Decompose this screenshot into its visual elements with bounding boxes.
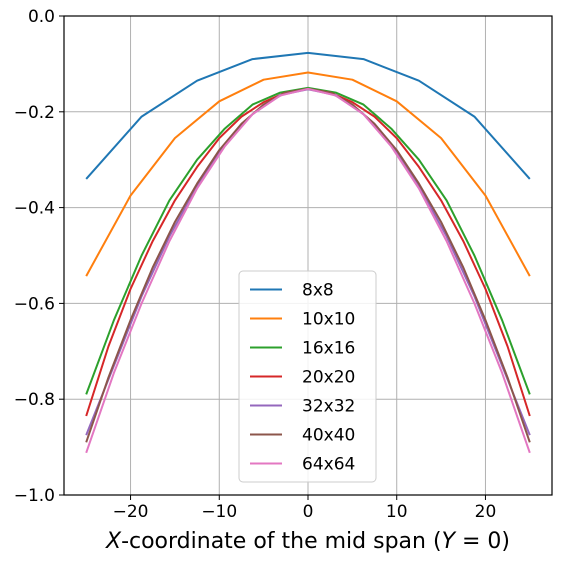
x-axis-label: X-coordinate of the mid span (Y = 0): [105, 529, 510, 554]
x-axis-label-end: = 0): [455, 529, 510, 554]
legend-label-10x10: 10x10: [302, 310, 355, 330]
legend-box: [238, 270, 377, 483]
series-group: [85, 51, 531, 454]
y-tick-label: −0.8: [14, 390, 55, 410]
axis-ticks: −20 −10 0 10 20 0.0 −0.2 −0.4 −0.6 −0.8 −1.0: [14, 7, 497, 522]
y-tick-label: −1.0: [14, 486, 55, 506]
series-line-10x10: [85, 71, 531, 277]
x-tick-label: 20: [475, 502, 497, 522]
series-line-8x8: [85, 51, 531, 180]
x-axis-label-var2: Y: [442, 529, 457, 554]
legend-label-64x64: 64x64: [302, 455, 355, 475]
y-tick-label: −0.6: [14, 294, 55, 314]
x-tick-label: −10: [201, 502, 237, 522]
legend-label-20x20: 20x20: [302, 368, 355, 388]
x-tick-label: 10: [386, 502, 408, 522]
series-line-64x64: [85, 87, 531, 454]
x-tick-label: −20: [113, 502, 149, 522]
y-tick-label: 0.0: [28, 7, 55, 27]
legend: 8x8 10x10 16x16 20x20 32x32 40x40 64x64: [238, 270, 377, 483]
x-tick-label: 0: [303, 502, 314, 522]
legend-label-40x40: 40x40: [302, 426, 355, 446]
legend-label-8x8: 8x8: [302, 281, 334, 301]
y-tick-label: −0.4: [14, 199, 55, 219]
legend-label-16x16: 16x16: [302, 339, 355, 359]
y-tick-label: −0.2: [14, 103, 55, 123]
legend-label-32x32: 32x32: [302, 397, 355, 417]
x-axis-label-middle: -coordinate of the mid span (: [121, 529, 442, 554]
x-axis-label-var: X: [105, 529, 122, 554]
